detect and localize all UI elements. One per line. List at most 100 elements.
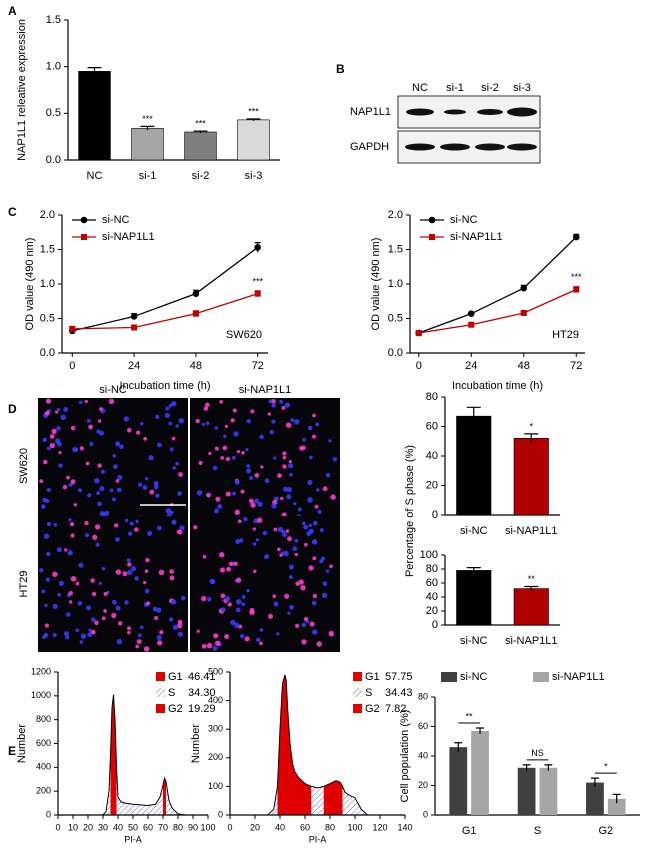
cell-dot (136, 639, 142, 645)
cell-dot (290, 418, 295, 423)
cell-dot (177, 631, 183, 637)
cell-dot (97, 419, 102, 423)
x-axis-label: PI-A (309, 834, 327, 844)
cell-dot (127, 427, 132, 433)
cell-dot (329, 564, 333, 569)
cell-dot (235, 599, 242, 605)
cell-dot (171, 401, 177, 407)
cell-dot (325, 569, 330, 573)
cell-dot (73, 503, 78, 507)
panel-label: A (8, 4, 17, 18)
cell-dot (108, 398, 115, 405)
cell-dot (169, 569, 174, 574)
cell-dot (280, 496, 284, 501)
cell-dot (195, 418, 200, 424)
cell-dot (250, 409, 255, 414)
x-tick-label: S (534, 825, 541, 837)
cell-dot (267, 613, 273, 619)
cell-dot (94, 477, 100, 484)
cell-dot (262, 530, 268, 536)
cell-dot (90, 629, 96, 635)
cell-dot (127, 630, 131, 635)
x-tick-label: 20 (83, 822, 93, 832)
cell-dot (284, 402, 291, 408)
cell-dot (78, 400, 83, 405)
cell-dot (147, 530, 153, 536)
cell-dot (115, 605, 121, 611)
cell-dot (230, 418, 235, 423)
cell-dot (279, 399, 284, 404)
cell-dot (90, 617, 96, 623)
y-tick-label: 1200 (31, 666, 51, 676)
cell-dot (111, 612, 117, 619)
y-tick-label: 2.0 (388, 209, 403, 221)
error-bar (522, 764, 531, 771)
cell-dot (196, 490, 203, 496)
cell-dot (308, 565, 314, 571)
cell-dot (322, 581, 328, 586)
cell-dot (178, 418, 185, 424)
legend-label: si-NC (102, 214, 130, 226)
cell-dot (301, 445, 306, 451)
y-tick-label: 0 (432, 619, 438, 631)
legend-swatch (441, 672, 457, 682)
x-tick-label: G2 (598, 825, 613, 837)
cell-dot (117, 474, 123, 480)
cell-dot (282, 464, 287, 469)
phase-swatch (156, 672, 165, 681)
cell-dot (294, 419, 300, 425)
cell-dot (281, 532, 287, 538)
cell-dot (172, 466, 176, 470)
y-tick-label: 20 (426, 605, 438, 617)
y-axis-label: Cell population (%) (399, 710, 411, 803)
cell-dot (254, 498, 260, 504)
cell-dot (321, 592, 328, 599)
significance: ** (528, 574, 536, 584)
y-axis-label: Percentage of S phase (%) (404, 445, 416, 577)
phase-value: 7.82 (385, 703, 406, 715)
cell-dot (288, 575, 293, 580)
cell-dot (311, 539, 318, 545)
cell-dot (295, 581, 300, 586)
y-axis-label: OD value (490 nm) (24, 238, 36, 331)
cell-dot (154, 484, 159, 490)
cell-dot (302, 437, 307, 442)
cell-dot (94, 620, 99, 626)
cell-dot (322, 486, 328, 492)
cell-dot (214, 446, 219, 451)
cell-dot (259, 641, 263, 646)
cell-dot (126, 558, 131, 563)
cell-dot (303, 524, 309, 530)
cell-dot (206, 597, 212, 602)
phase-name: S (168, 687, 175, 699)
cell-dot (325, 472, 331, 478)
cell-dot (289, 472, 293, 477)
y-tick-label: 1.0 (388, 278, 403, 290)
cell-dot (97, 463, 102, 468)
cell-dot (246, 464, 251, 468)
cell-dot (301, 622, 307, 628)
error-bar (476, 727, 485, 734)
cell-dot (286, 494, 292, 500)
error-bar (466, 406, 481, 426)
cell-dot (286, 536, 292, 542)
y-tick-label: 60 (418, 721, 428, 731)
significance: *** (248, 106, 259, 116)
cell-dot (271, 403, 276, 408)
cell-dot (86, 418, 91, 423)
cell-dot (271, 503, 277, 509)
cell-dot (314, 504, 319, 509)
cell-dot (123, 416, 130, 422)
cell-dot (232, 408, 237, 413)
phase-swatch (353, 672, 362, 681)
y-axis-label: Number (190, 724, 202, 763)
cell-dot (46, 522, 52, 527)
y-tick-label: 0.0 (46, 154, 61, 166)
point (69, 325, 76, 332)
peak-fill (323, 780, 343, 815)
cell-dot (165, 406, 170, 411)
cell-dot (119, 444, 124, 450)
cell-dot (144, 588, 150, 594)
cell-dot (328, 630, 334, 637)
cell-dot (158, 569, 165, 576)
